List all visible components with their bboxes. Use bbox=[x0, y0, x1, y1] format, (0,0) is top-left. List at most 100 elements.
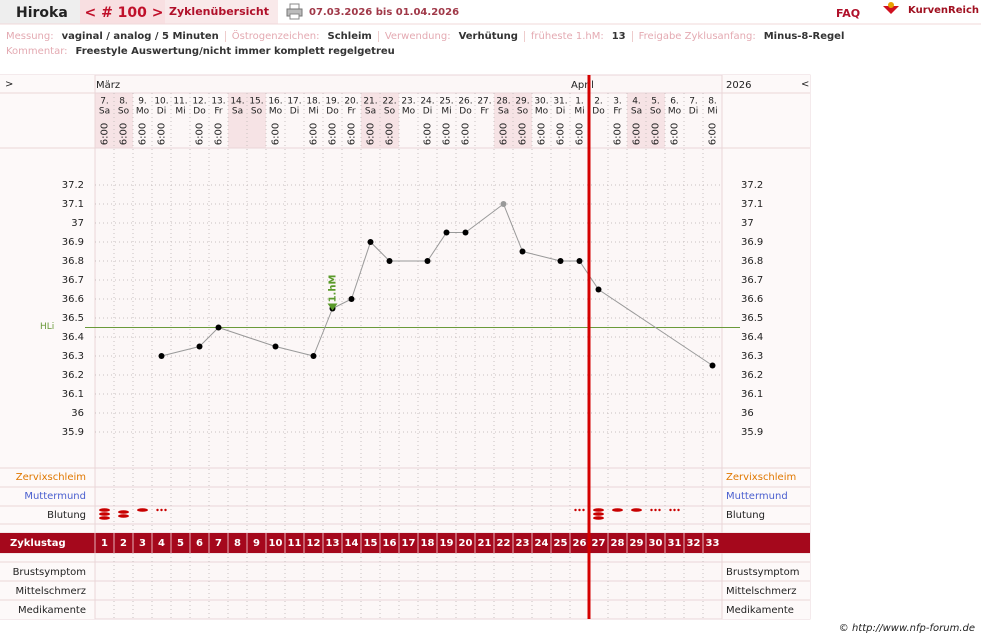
logo-text[interactable]: KurvenReich bbox=[908, 5, 979, 16]
time-label: 6:00 bbox=[271, 123, 282, 145]
day-label: 6. bbox=[670, 97, 679, 107]
info-value: Verhütung bbox=[458, 31, 518, 42]
y-tick-label: 36.4 bbox=[62, 332, 84, 343]
day-label: 17. bbox=[287, 97, 301, 107]
row-label: Mittelschmerz bbox=[16, 586, 86, 597]
info-block: Messung: vaginal / analog / 5 Minuten Östr… bbox=[6, 29, 851, 59]
weekday-label: Fr bbox=[480, 107, 489, 117]
day-label: 24. bbox=[420, 97, 434, 107]
bleeding-dot bbox=[578, 508, 581, 512]
x-tick-label: 16 bbox=[383, 538, 397, 549]
y-tick-label: 35.9 bbox=[62, 427, 84, 438]
time-label: 6:00 bbox=[214, 123, 225, 145]
bleeding-dot bbox=[582, 508, 585, 512]
day-label: 29. bbox=[515, 97, 529, 107]
y-tick-label-right: 36.8 bbox=[741, 256, 763, 267]
weekday-label: Mo bbox=[269, 107, 283, 117]
day-label: 7. bbox=[100, 97, 109, 107]
x-tick-label: 21 bbox=[478, 538, 492, 549]
x-tick-label: 23 bbox=[516, 538, 530, 549]
time-label: 6:00 bbox=[309, 123, 320, 145]
right-column bbox=[722, 75, 810, 619]
y-tick-label-right: 37 bbox=[741, 218, 754, 229]
coverline-label: HLi bbox=[40, 322, 54, 332]
bleeding-dash bbox=[137, 508, 148, 512]
time-label: 6:00 bbox=[613, 123, 624, 145]
weekday-label: Do bbox=[592, 107, 605, 117]
y-tick-label: 36.5 bbox=[62, 313, 84, 324]
cycle-nav[interactable]: < # 100 > bbox=[84, 5, 163, 21]
x-tick-label: 25 bbox=[554, 538, 568, 549]
time-label: 6:00 bbox=[461, 123, 472, 145]
info-field: Östrogenzeichen: Schleim bbox=[224, 31, 378, 42]
weekday-label: Di bbox=[423, 107, 432, 117]
time-label: 6:00 bbox=[518, 123, 529, 145]
day-header-cell bbox=[665, 93, 684, 148]
day-header-cell bbox=[361, 93, 380, 148]
day-header-cell bbox=[513, 93, 532, 148]
day-label: 27. bbox=[477, 97, 491, 107]
y-tick-label-right: 36.4 bbox=[741, 332, 763, 343]
bleeding-dot bbox=[156, 508, 159, 512]
x-tick-label: 8 bbox=[234, 538, 241, 549]
day-label: 4. bbox=[632, 97, 641, 107]
overview-link[interactable]: Zyklenübersicht bbox=[169, 5, 269, 18]
time-label: 6:00 bbox=[651, 123, 662, 145]
temp-point bbox=[462, 229, 469, 236]
overview-tab[interactable] bbox=[165, 0, 278, 24]
day-label: 3. bbox=[613, 97, 622, 107]
time-label: 6:00 bbox=[119, 123, 130, 145]
bleeding-mark bbox=[593, 508, 604, 520]
time-label: 6:00 bbox=[423, 123, 434, 145]
info-label: Messung: bbox=[6, 31, 54, 42]
temp-point bbox=[367, 239, 374, 245]
info-value: Minus-8-Regel bbox=[763, 31, 845, 42]
day-label: 28. bbox=[496, 97, 510, 107]
temp-point bbox=[424, 258, 431, 264]
temp-line-segment bbox=[598, 289, 713, 366]
y-tick-label: 36.2 bbox=[62, 370, 84, 381]
x-tick-label: 24 bbox=[535, 538, 549, 549]
day-label: 13. bbox=[211, 97, 225, 107]
y-tick-label: 36.9 bbox=[62, 237, 84, 248]
day-label: 21. bbox=[363, 97, 377, 107]
y-tick-label-right: 35.9 bbox=[741, 427, 763, 438]
day-label: 22. bbox=[382, 97, 396, 107]
name-tab bbox=[0, 0, 80, 24]
temp-line-segment bbox=[332, 298, 352, 309]
day-label: 19. bbox=[325, 97, 339, 107]
faq-link[interactable]: FAQ bbox=[836, 7, 860, 20]
day-header-cell bbox=[684, 93, 703, 148]
print-icon[interactable] bbox=[286, 3, 303, 20]
day-header-cell bbox=[152, 93, 171, 148]
info-field: Freigabe Zyklusanfang: Minus-8-Regel bbox=[631, 31, 851, 42]
bleeding-mark bbox=[156, 508, 167, 512]
weekday-label: Sa bbox=[498, 107, 509, 117]
y-tick-label-right: 37.1 bbox=[741, 199, 763, 210]
x-tick-label: 14 bbox=[345, 538, 359, 549]
bleeding-mark bbox=[574, 508, 585, 512]
day-header-cell bbox=[342, 93, 361, 148]
comment-text: Freestyle Auswertung/nicht immer komplet… bbox=[75, 46, 395, 57]
weekday-label: Di bbox=[157, 107, 166, 117]
time-label: 6:00 bbox=[632, 123, 643, 145]
row-label-right: Brustsymptom bbox=[726, 567, 799, 578]
cycle-tab[interactable] bbox=[80, 0, 165, 24]
day-label: 23. bbox=[401, 97, 415, 107]
day-header-cell bbox=[551, 93, 570, 148]
day-header-cell bbox=[171, 93, 190, 148]
day-label: 7. bbox=[689, 97, 698, 107]
x-tick-label: 13 bbox=[326, 538, 340, 549]
day-header-cell bbox=[304, 93, 323, 148]
time-label: 6:00 bbox=[328, 123, 339, 145]
day-header-cell bbox=[627, 93, 646, 148]
nav-next: > bbox=[5, 79, 13, 90]
day-header-cell bbox=[247, 93, 266, 148]
temp-point bbox=[557, 258, 564, 264]
day-header-cell bbox=[114, 93, 133, 148]
time-label: 6:00 bbox=[575, 123, 586, 145]
info-field: früheste 1.hM: 13 bbox=[523, 31, 632, 42]
x-tick-label: 12 bbox=[307, 538, 321, 549]
x-tick-label: 7 bbox=[215, 538, 222, 549]
